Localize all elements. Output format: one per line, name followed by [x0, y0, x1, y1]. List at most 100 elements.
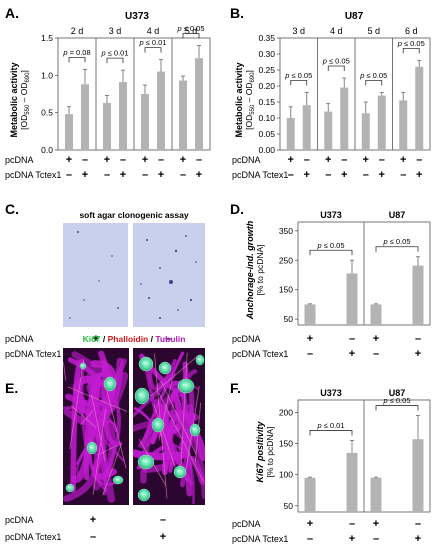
y-tick-label: 0.5 — [41, 108, 53, 118]
y-tick-label: 200 — [279, 407, 293, 417]
bar — [141, 94, 149, 150]
colony-dot — [177, 309, 179, 311]
panel-letter: C. — [5, 201, 19, 217]
sign: + — [415, 348, 421, 360]
colony-dot — [146, 239, 148, 241]
y-tick-label: 150 — [279, 439, 293, 449]
chart-b: 0.00 0.05 0.10 0.15 0.20 0.25 0.30 0.35 3 d p ≤ 0… — [258, 26, 431, 155]
nucleolus — [107, 381, 110, 384]
sign: – — [304, 154, 310, 166]
sign: – — [104, 169, 110, 181]
sign: – — [325, 169, 331, 181]
p-value: p ≤ 0.05 — [284, 71, 312, 80]
sign: – — [165, 333, 171, 345]
bar — [412, 265, 424, 325]
nucleus — [134, 387, 150, 405]
group-label: 4 d — [330, 26, 343, 36]
nucleolus — [162, 365, 165, 368]
group-label: U373 — [320, 210, 342, 220]
significance-bracket — [106, 57, 124, 64]
nucleolus — [81, 364, 84, 367]
bar — [304, 477, 316, 512]
sign: – — [373, 348, 379, 360]
micrograph-pcdna — [63, 348, 129, 505]
group-label: 5 d — [367, 26, 380, 36]
p-value: p ≤ 0.01 — [316, 421, 344, 430]
sign: – — [373, 533, 379, 545]
colony-dot — [159, 267, 161, 269]
y-tick-label: 1.5 — [41, 33, 53, 43]
nucleolus — [141, 492, 144, 495]
sign: – — [341, 154, 347, 166]
nucleus — [195, 354, 205, 366]
sign: – — [349, 518, 355, 530]
y-axis-label: Ki67 positivity [% to pcDNA] — [255, 421, 275, 483]
panel-letter: F. — [230, 380, 241, 396]
bar — [81, 84, 89, 150]
significance-bracket — [182, 33, 200, 39]
nucleus — [138, 356, 154, 372]
colony-dot — [69, 317, 71, 319]
bar — [346, 273, 358, 325]
sign: + — [120, 169, 126, 181]
p-value: p ≤ 0.05 — [397, 39, 425, 48]
sign: – — [160, 514, 166, 526]
p-value: p ≤ 0.05 — [322, 57, 350, 66]
sign: + — [180, 154, 186, 166]
sign: + — [307, 518, 313, 530]
chart-title: U373 — [125, 11, 149, 22]
sign: + — [82, 169, 88, 181]
nucleolus — [155, 422, 158, 425]
significance-bracket — [402, 48, 420, 54]
sign: – — [416, 154, 422, 166]
chart-title: U87 — [345, 11, 364, 22]
bar — [304, 304, 316, 325]
y-tick-label: 150 — [279, 285, 293, 295]
sign: + — [349, 348, 355, 360]
sign: – — [196, 154, 202, 166]
row-label-pcdna: pcDNA — [232, 155, 261, 165]
y-tick-label: 0.05 — [258, 129, 275, 139]
sign-rows: + – – + + – – + — [307, 333, 421, 360]
bar — [377, 95, 386, 150]
svg-text:Metabolic activity: Metabolic activity — [234, 62, 244, 137]
y-tick-label: 1.0 — [41, 70, 53, 80]
nucleus — [112, 475, 124, 485]
group-label: 6 d — [405, 26, 418, 36]
bar — [286, 118, 295, 150]
y-tick-label: 0.10 — [258, 113, 275, 123]
image-title: soft agar clonogenic assay — [79, 210, 188, 220]
phalloidin-fiber — [158, 392, 204, 482]
p-value: p ≤ 0.05 — [382, 396, 410, 405]
group-label: U87 — [389, 210, 406, 220]
svg-text:[% to pcDNA]: [% to pcDNA] — [265, 426, 275, 477]
sign-rows: +––++––++––++––+ — [66, 154, 202, 181]
phalloidin-fiber — [63, 362, 67, 381]
bar — [340, 87, 349, 150]
svg-text:[% to pcDNA]: [% to pcDNA] — [255, 244, 265, 295]
y-tick-label: 250 — [279, 255, 293, 265]
panel-letter: B. — [230, 5, 244, 21]
p-value: p ≤ 0.01 — [100, 49, 128, 58]
tubulin-fiber — [75, 420, 118, 465]
nucleus — [177, 378, 195, 394]
nucleolus — [192, 427, 195, 430]
row-label-pcdna: pcDNA — [5, 155, 34, 165]
group-label: 2 d — [71, 26, 84, 36]
agar-image-tctex1 — [133, 223, 205, 327]
svg-text:Ki67 positivity: Ki67 positivity — [255, 421, 265, 483]
panel-a: A. U373 Metabolic activity [OD550 – OD69… — [5, 5, 211, 181]
sign: – — [363, 169, 369, 181]
phalloidin-fiber — [70, 405, 97, 428]
sign: + — [158, 169, 164, 181]
nucleus — [158, 361, 172, 375]
group-label: U373 — [320, 388, 342, 398]
y-tick-label: 0.20 — [258, 81, 275, 91]
phalloidin-fiber — [153, 404, 178, 474]
y-axis-label: Metabolic activity [OD550 – OD690] — [9, 62, 31, 137]
tubulin-fiber — [141, 351, 185, 445]
significance-bracket — [68, 56, 86, 63]
panel-letter: A. — [5, 5, 19, 21]
sign: – — [400, 169, 406, 181]
significance-bracket — [309, 249, 353, 256]
